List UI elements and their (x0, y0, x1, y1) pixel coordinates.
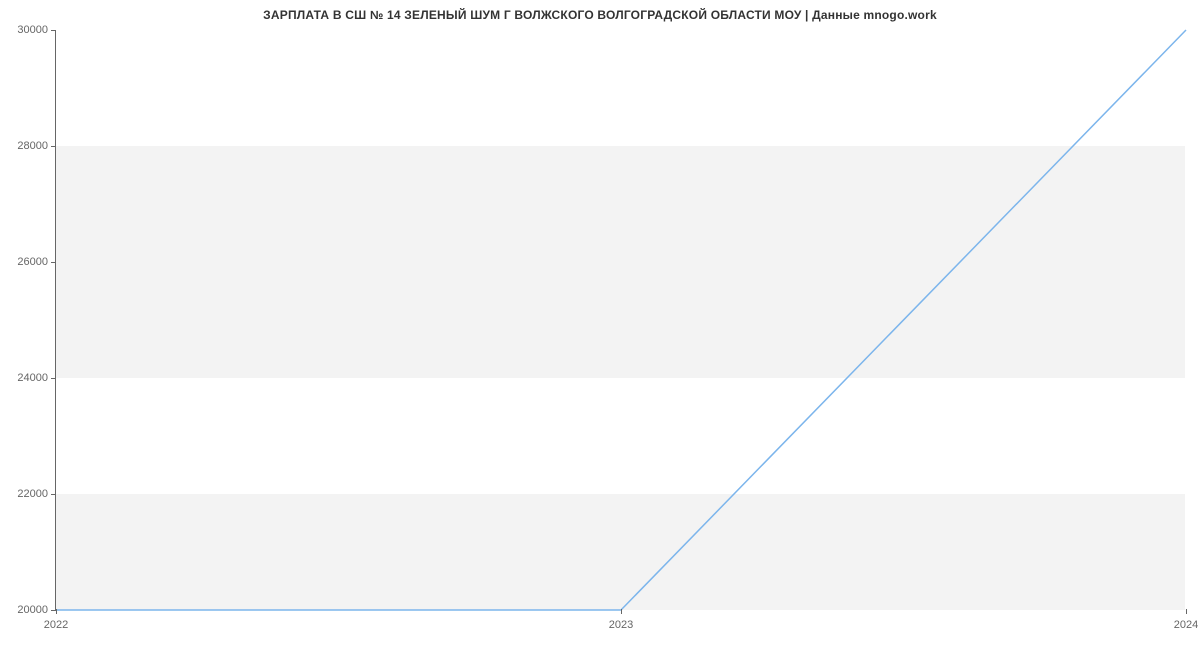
y-tick-label: 22000 (17, 488, 48, 500)
y-tick-label: 28000 (17, 140, 48, 152)
x-tick-mark (56, 609, 57, 614)
plot-area: 2000022000240002600028000300002022202320… (55, 30, 1185, 610)
y-tick-label: 24000 (17, 372, 48, 384)
series-line-salary (56, 30, 1186, 610)
chart-title: ЗАРПЛАТА В СШ № 14 ЗЕЛЕНЫЙ ШУМ Г ВОЛЖСКО… (0, 8, 1200, 22)
chart-container: ЗАРПЛАТА В СШ № 14 ЗЕЛЕНЫЙ ШУМ Г ВОЛЖСКО… (0, 0, 1200, 650)
y-tick-label: 20000 (17, 604, 48, 616)
x-tick-label: 2023 (609, 619, 633, 631)
x-tick-label: 2024 (1174, 619, 1198, 631)
y-tick-mark (51, 262, 56, 263)
x-tick-label: 2022 (44, 619, 68, 631)
line-layer (56, 30, 1186, 610)
y-tick-label: 30000 (17, 24, 48, 36)
x-tick-mark (1186, 609, 1187, 614)
y-tick-mark (51, 378, 56, 379)
y-tick-mark (51, 494, 56, 495)
y-tick-label: 26000 (17, 256, 48, 268)
x-tick-mark (621, 609, 622, 614)
y-tick-mark (51, 146, 56, 147)
y-tick-mark (51, 30, 56, 31)
